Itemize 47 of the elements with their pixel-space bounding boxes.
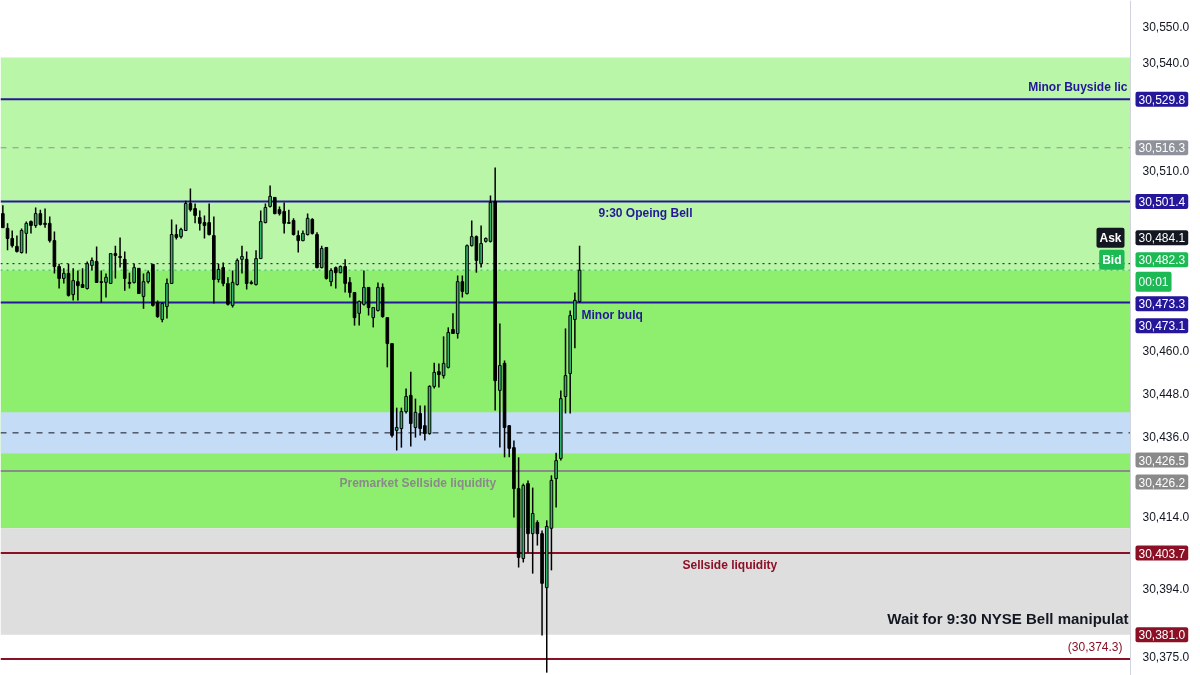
annotation: 9:30 Opeing Bell bbox=[598, 206, 693, 221]
candlestick bbox=[441, 335, 446, 380]
candlestick bbox=[33, 206, 38, 229]
ref-line-label: 30,482.3 bbox=[1138, 253, 1186, 268]
text: 30,381.0 bbox=[1138, 628, 1186, 643]
ref-line-label: 30,426.5 bbox=[1138, 453, 1186, 468]
annotation: Minor bulq bbox=[581, 307, 643, 322]
candlestick bbox=[554, 451, 558, 509]
ref-line-label: 30,403.7 bbox=[1138, 546, 1186, 561]
ref-line-label: 30,529.8 bbox=[1138, 92, 1186, 107]
ref-line-label: 30,473.3 bbox=[1138, 297, 1186, 312]
annotation: Wait for 9:30 NYSE Bell manipulat bbox=[887, 610, 1129, 627]
candlestick bbox=[24, 220, 29, 255]
y-tick-label: 30,448.0 bbox=[1142, 387, 1190, 402]
y-tick-label: 30,375.0 bbox=[1142, 649, 1190, 664]
candlestick bbox=[474, 234, 479, 274]
y-tick-label: 30,510.0 bbox=[1142, 163, 1190, 178]
annotation: Premarket Sellside liquidity bbox=[339, 476, 497, 491]
legend-label: 30,484.1 bbox=[1138, 231, 1186, 246]
candlestick bbox=[366, 286, 371, 317]
ref-line-label: 30,516.3 bbox=[1138, 141, 1186, 156]
candlestick bbox=[1, 204, 5, 229]
candlestick bbox=[94, 245, 99, 284]
y-tick-label: 30,394.0 bbox=[1142, 581, 1190, 596]
y-tick-label: 30,540.0 bbox=[1142, 55, 1190, 70]
candlestick bbox=[19, 227, 24, 255]
text: 00:01 bbox=[1138, 274, 1169, 289]
candlestick bbox=[122, 250, 127, 292]
text: 30,426.2 bbox=[1138, 475, 1186, 490]
candlestick bbox=[118, 236, 122, 269]
candlestick bbox=[80, 267, 85, 289]
text: 30,473.1 bbox=[1138, 319, 1186, 334]
annotation: Sellside liquidity bbox=[682, 558, 778, 573]
y-tick-label: 30,460.0 bbox=[1142, 343, 1190, 358]
y-tick-label: 30,414.0 bbox=[1142, 509, 1190, 524]
y-tick-label: 30,436.0 bbox=[1142, 430, 1190, 445]
annotation: Ask bbox=[1099, 230, 1122, 245]
annotation: Minor Buyside lic bbox=[1028, 80, 1128, 95]
candlestick bbox=[530, 486, 535, 575]
candlestick bbox=[197, 209, 202, 232]
candlestick bbox=[113, 244, 118, 280]
y-tick-label: 30,550.0 bbox=[1142, 19, 1190, 34]
ref-line-label: (30,374.3) bbox=[1067, 639, 1123, 654]
candlestick bbox=[305, 212, 310, 237]
candlestick bbox=[202, 214, 207, 240]
annotation: Bid bbox=[1102, 252, 1122, 267]
ref-line-label: 30,501.4 bbox=[1138, 194, 1186, 209]
